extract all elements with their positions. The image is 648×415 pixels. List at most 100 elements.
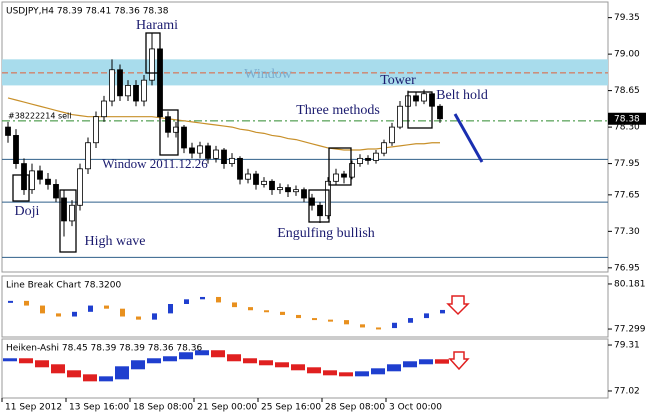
ha-bar — [387, 364, 401, 372]
annotation: Belt hold — [436, 88, 488, 103]
down-arrow — [448, 351, 470, 371]
annotation: #38222214 sell — [8, 112, 72, 121]
candle-body — [197, 145, 203, 154]
y-tick-label: 79.35 — [614, 13, 640, 23]
brick — [56, 313, 61, 317]
price-label-bg — [608, 112, 646, 125]
panel-frame — [1, 1, 609, 273]
brick — [376, 327, 381, 330]
x-tick-label: 13 Sep 16:00 — [69, 403, 129, 413]
panel-title: Heiken-Ashi 78.45 78.39 78.39 78.36 78.3… — [6, 344, 202, 354]
ha-bar — [323, 370, 337, 376]
ha-bar — [339, 372, 353, 377]
pattern-box — [159, 109, 179, 156]
brick — [296, 314, 301, 319]
ha-bar — [115, 366, 129, 380]
panel-title: Line Break Chart 78.3200 — [6, 281, 122, 291]
panel-frame — [1, 275, 609, 338]
candle-body — [109, 69, 115, 102]
candle-body — [309, 197, 315, 206]
candle-body — [293, 189, 299, 193]
candle-body — [437, 105, 443, 120]
candle-body — [301, 189, 307, 199]
annotation: High wave — [84, 234, 145, 249]
moving-average — [7, 97, 440, 151]
y-tick-label: 76.95 — [614, 263, 640, 273]
candle-body — [37, 170, 43, 180]
candle-body — [365, 157, 371, 161]
candle-body — [269, 180, 275, 191]
candle-body — [181, 126, 187, 149]
ha-bar — [227, 354, 241, 362]
window-zone — [2, 59, 608, 86]
brick — [72, 311, 77, 317]
brick — [312, 318, 317, 321]
ha-bar — [163, 356, 177, 362]
candle-body — [101, 100, 107, 118]
panel-content: 11 Sep 2012 13 Sep 16:00 18 Sep 08:00 21 Se… — [1, 350, 449, 413]
pattern-box — [145, 32, 161, 74]
candle-body — [221, 149, 227, 164]
y-tick-label: 78.30 — [614, 123, 640, 133]
brick — [328, 319, 333, 322]
candle-body — [317, 204, 323, 217]
brick — [40, 305, 45, 314]
y-tick-label: 79.31 — [614, 341, 640, 351]
candle-body — [381, 142, 387, 154]
brick — [248, 307, 253, 311]
brick — [168, 303, 173, 314]
annotation: Harami — [136, 18, 178, 33]
y-tick-label: 77.299 — [614, 325, 646, 335]
last-price: 78.38 — [614, 114, 640, 124]
brick — [88, 305, 93, 312]
brick — [344, 320, 349, 325]
candle-body — [117, 69, 123, 97]
brick — [392, 322, 397, 329]
main-panel: 78.38 Harami Window Tower Belt hold Three met… — [1, 1, 646, 273]
annotation: Three methods — [296, 103, 380, 118]
line-break-panel: 80.181 77.299 Line Break Chart 78.3200 — [1, 275, 646, 338]
candle-body — [389, 126, 395, 144]
x-tick-label: 11 Sep 2012 — [5, 403, 62, 413]
trend-arrow — [453, 113, 484, 163]
panel-title: USDJPY,H4 78.39 78.41 78.36 78.38 — [6, 7, 169, 17]
pattern-box — [328, 147, 352, 186]
heiken-ashi-panel: 11 Sep 2012 13 Sep 16:00 18 Sep 08:00 21 Se… — [1, 338, 640, 413]
ha-bar — [99, 376, 113, 382]
candle-body — [357, 157, 363, 164]
candle-body — [261, 180, 267, 185]
panel-content — [8, 296, 445, 330]
y-tick-label: 79.00 — [614, 50, 640, 60]
candle-body — [413, 95, 419, 102]
ha-bar — [19, 358, 33, 364]
brick — [360, 324, 365, 328]
candle-body — [349, 163, 355, 178]
ha-bar — [211, 350, 225, 358]
candle-body — [325, 180, 331, 217]
ha-bar — [147, 358, 161, 364]
annotation: Engulfing bullish — [277, 226, 375, 241]
pattern-box — [308, 189, 330, 223]
ha-bar — [355, 371, 369, 377]
candle-body — [253, 173, 259, 185]
candle-body — [421, 93, 427, 102]
candle-body — [53, 184, 59, 199]
brick — [408, 318, 413, 323]
candle-body — [61, 197, 67, 222]
candle-body — [277, 187, 283, 191]
candle-body — [285, 187, 291, 193]
brick — [104, 305, 109, 309]
x-tick-label: 25 Sep 16:00 — [261, 403, 321, 413]
down-arrow — [446, 295, 470, 316]
brick — [136, 316, 141, 320]
candle-body — [373, 152, 379, 161]
ha-bar — [403, 361, 417, 368]
y-tick-label: 78.65 — [614, 86, 640, 96]
candle-body — [205, 145, 211, 159]
ha-bar — [291, 364, 305, 371]
pattern-box — [59, 189, 77, 253]
annotation: Window — [244, 67, 293, 82]
ha-bar — [243, 358, 257, 364]
candle-body — [333, 173, 339, 182]
x-tick-label: 18 Sep 08:00 — [133, 403, 193, 413]
